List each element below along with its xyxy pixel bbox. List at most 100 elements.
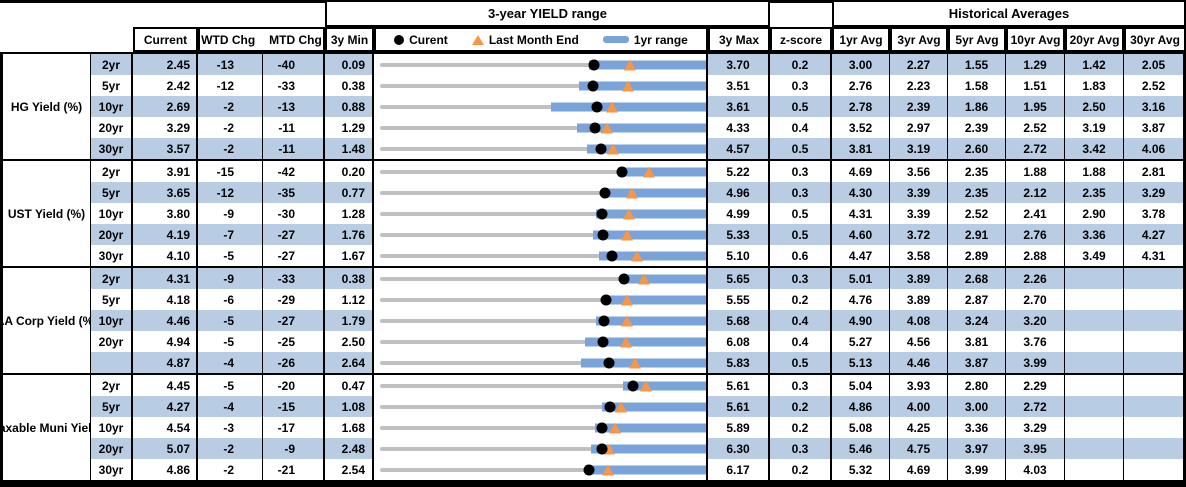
cell-3y-min: 0.47	[325, 375, 374, 396]
cell-3y-min: 1.28	[325, 203, 374, 224]
cell-30yr-avg: 4.06	[1124, 138, 1183, 159]
cell-30yr-avg: 2.52	[1141, 78, 1166, 93]
cell-20yr-avg: 2.35	[1065, 182, 1124, 203]
current-dot	[627, 380, 639, 391]
cell-mtd-chg: -25	[263, 331, 325, 352]
cell-wtd-chg: -15	[198, 161, 263, 182]
cell-3y-min: 1.29	[325, 117, 374, 138]
1yr-range-bar	[578, 81, 706, 90]
cell-20yr-avg	[1065, 268, 1124, 289]
current-dot	[596, 422, 608, 433]
cell-3yr-avg: 4.69	[890, 459, 948, 480]
cell-z-score: 0.4	[770, 310, 832, 331]
cell-z-score: 0.2	[770, 417, 832, 438]
range-chart-cell	[374, 161, 708, 182]
cell-mtd-chg: -40	[263, 54, 325, 75]
last-month-end-marker	[606, 101, 619, 112]
cell-1yr-avg: 4.76	[832, 289, 890, 310]
current-dot	[598, 315, 610, 326]
cell-wtd-chg: -6	[198, 289, 263, 310]
cell-wtd-chg: -12	[198, 75, 263, 96]
3y-range-track	[380, 360, 704, 365]
cell-tenor: 30yr	[91, 459, 133, 480]
cell-10yr-avg: 3.76	[1006, 331, 1065, 352]
1yr-range-bar	[595, 209, 706, 218]
cell-wtd-chg: -13	[198, 54, 263, 75]
range-chart-cell	[374, 96, 708, 117]
cell-1yr-avg: 5.08	[832, 417, 890, 438]
cell-10yr-avg: 2.12	[1006, 182, 1065, 203]
legend-last-month-end: Last Month End	[471, 32, 579, 47]
cell-3y-min: 0.88	[325, 96, 374, 117]
1yr-range-bar	[587, 144, 706, 153]
col-header-mtd-chg: MTD Chg	[269, 32, 322, 47]
legend-last-month-label: Last Month End	[488, 32, 579, 47]
col-header-3y-min: 3y Min	[325, 27, 374, 52]
cell-current: 3.29	[133, 117, 198, 138]
cell-3yr-avg: 4.08	[890, 310, 948, 331]
1yr-range-bar	[585, 465, 706, 474]
cell-tenor: 5yr	[91, 75, 133, 96]
cell-wtd-chg: -2	[198, 117, 263, 138]
cell-3y-max: 6.08	[708, 331, 770, 352]
cell-3y-max: 5.61	[708, 396, 770, 417]
last-month-end-marker	[606, 143, 619, 154]
cell-1yr-avg: 4.30	[832, 182, 890, 203]
last-month-end-marker	[621, 294, 634, 305]
cell-20yr-avg: 1.42	[1065, 54, 1124, 75]
current-dot	[603, 357, 615, 368]
cell-tenor: 5yr	[91, 182, 133, 203]
3y-range-track	[380, 446, 704, 451]
cell-mtd-chg: -42	[263, 161, 325, 182]
range-chart-cell	[374, 352, 708, 373]
cell-3y-max: 5.10	[708, 245, 770, 266]
cell-30yr-avg	[1124, 331, 1183, 352]
legend-1yr-range: 1yr range	[602, 33, 688, 47]
cell-3y-max: 5.22	[708, 161, 770, 182]
cell-3yr-avg: 4.56	[890, 331, 948, 352]
range-chart-cell	[374, 459, 708, 480]
cell-tenor: 10yr	[91, 310, 133, 331]
cell-mtd-chg: -27	[263, 224, 325, 245]
cell-wtd-chg: -5	[198, 310, 263, 331]
current-dot	[596, 443, 608, 454]
cell-3yr-avg: 2.23	[890, 75, 948, 96]
cell-z-score: 0.3	[770, 161, 832, 182]
last-month-end-marker	[621, 80, 634, 91]
cell-tenor: 30yr	[91, 138, 133, 159]
cell-1yr-avg: 5.32	[832, 459, 890, 480]
cell-z-score: 0.2	[770, 459, 832, 480]
cell-current: 4.10	[133, 245, 198, 266]
3y-range-track	[380, 146, 704, 151]
cell-wtd-chg: -9	[198, 203, 263, 224]
range-chart-cell	[374, 203, 708, 224]
cell-3y-max: 4.96	[708, 182, 770, 203]
cell-20yr-avg: 1.88	[1065, 161, 1124, 182]
cell-z-score: 0.5	[770, 224, 832, 245]
cell-20yr-avg: 3.49	[1065, 245, 1124, 266]
cell-5yr-avg: 3.36	[948, 417, 1006, 438]
cell-1yr-avg: 3.00	[832, 54, 890, 75]
cell-tenor	[91, 352, 133, 373]
cell-30yr-avg	[1124, 396, 1183, 417]
cell-z-score: 0.4	[770, 117, 832, 138]
current-dot	[597, 336, 609, 347]
cell-3y-min: 2.48	[325, 438, 374, 459]
cell-tenor: 2yr	[91, 268, 133, 289]
cell-1yr-avg: 4.69	[832, 161, 890, 182]
cell-z-score: 0.4	[770, 331, 832, 352]
cell-3y-max: 5.55	[708, 289, 770, 310]
chart-legend: Curent Last Month End 1yr range	[374, 27, 708, 52]
cell-z-score: 0.3	[770, 182, 832, 203]
cell-mtd-chg: -33	[263, 268, 325, 289]
3y-range-track	[380, 169, 704, 174]
last-month-end-marker	[638, 273, 651, 284]
cell-3y-min: 2.54	[325, 459, 374, 480]
cell-3y-min: 2.50	[325, 331, 374, 352]
3y-range-track	[380, 404, 704, 409]
last-month-end-marker	[643, 166, 655, 177]
cell-wtd-chg: -2	[198, 438, 263, 459]
cell-1yr-avg: 4.60	[832, 224, 890, 245]
cell-current: 3.57	[133, 138, 198, 159]
